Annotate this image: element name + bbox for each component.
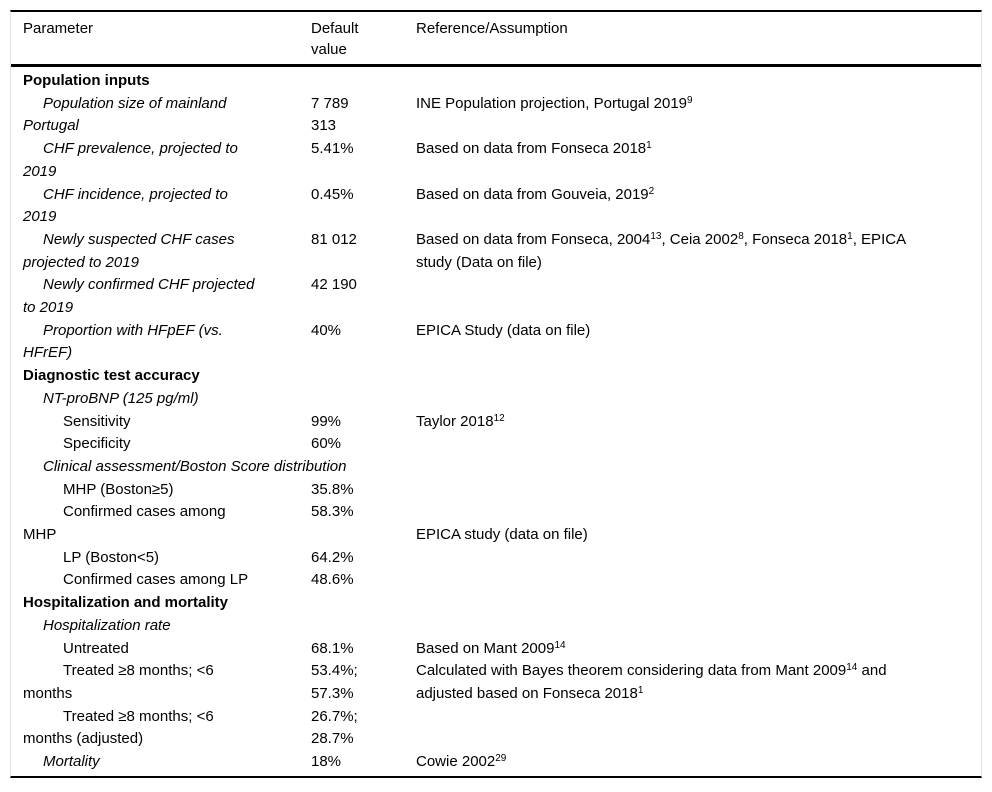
ref-cell (416, 433, 971, 456)
table-row: Population inputs (11, 70, 981, 93)
table-row: Confirmed cases among MHP 58.3% EPICA stud… (11, 501, 981, 546)
param-cell: Treated ≥8 months; <6 months (23, 662, 214, 702)
param-cell: Newly confirmed CHF projected to 2019 (23, 276, 255, 317)
ref-cell: Based on Mant 200914 (416, 639, 566, 657)
parameters-table: Parameter Default value Reference/Assump… (10, 10, 982, 778)
param-cell: MHP (Boston≥5) (63, 480, 174, 498)
ref-cell (416, 479, 971, 502)
ref-cell: Based on data from Fonseca 20181 (416, 140, 652, 158)
value-cell: 18% (311, 753, 342, 771)
value-cell: 42 190 (311, 276, 357, 294)
param-cell: Population inputs (23, 72, 150, 89)
value-cell: 26.7%; 28.7% (311, 707, 358, 748)
ref-cell: EPICA study (data on file) (416, 526, 588, 544)
ref-cell (416, 274, 971, 297)
column-header-default-value: Default value (311, 20, 359, 58)
ref-cell (416, 706, 971, 729)
param-cell: LP (Boston<5) (63, 548, 160, 566)
table-row: Sensitivity 99% Taylor 201812 (11, 411, 981, 434)
table-row: Proportion with HFpEF (vs. HFrEF) 40% EPIC… (11, 320, 981, 365)
value-cell: 60% (311, 435, 342, 453)
header-row: Parameter Default value Reference/Assump… (11, 12, 981, 64)
ref-cell: INE Population projection, Portugal 2019… (416, 94, 693, 112)
ref-cell: Cowie 200229 (416, 753, 507, 771)
param-cell: Mortality (43, 753, 100, 771)
table-row: Population size of mainland Portugal 7 78… (11, 93, 981, 138)
table-row: Diagnostic test accuracy (11, 365, 981, 388)
param-cell: Untreated (63, 639, 129, 657)
column-header-reference-assumption: Reference/Assumption (416, 20, 568, 37)
ref-cell: Calculated with Bayes theorem considerin… (416, 662, 887, 702)
ref-cell: Based on data from Gouveia, 20192 (416, 185, 655, 203)
param-cell: Treated ≥8 months; <6 months (adjusted) (23, 707, 214, 748)
value-cell: 53.4%; 57.3% (311, 662, 358, 702)
column-header-parameter: Parameter (23, 20, 94, 37)
param-cell: Proportion with HFpEF (vs. HFrEF) (23, 321, 223, 362)
param-cell: CHF prevalence, projected to 2019 (23, 140, 238, 180)
param-cell: NT-proBNP (125 pg/ml) (43, 389, 199, 407)
value-cell: 0.45% (311, 185, 354, 203)
ref-cell: Based on data from Fonseca, 200413, Ceia… (416, 230, 907, 271)
param-cell: Sensitivity (63, 412, 131, 430)
param-cell: Clinical assessment/Boston Score distrib… (43, 457, 347, 475)
table-row: CHF prevalence, projected to 2019 5.41% Ba… (11, 138, 981, 183)
param-cell: CHF incidence, projected to 2019 (23, 185, 228, 226)
table-row: CHF incidence, projected to 2019 0.45% Bas… (11, 184, 981, 229)
value-cell: 64.2% (311, 548, 354, 566)
table-row: Hospitalization and mortality (11, 592, 981, 615)
document-page: Parameter Default value Reference/Assump… (0, 10, 992, 792)
value-cell: 35.8% (311, 480, 354, 498)
table-row: Newly suspected CHF cases projected to 2… (11, 229, 981, 274)
table-row: Mortality 18% Cowie 200229 (11, 751, 981, 774)
value-cell: 99% (311, 412, 342, 430)
param-cell: Population size of mainland Portugal (23, 94, 227, 135)
table-row: Untreated 68.1% Based on Mant 200914 (11, 638, 981, 661)
table-row: Clinical assessment/Boston Score distrib… (11, 456, 981, 479)
param-cell: Specificity (63, 435, 131, 453)
param-cell: Confirmed cases among MHP (23, 503, 226, 544)
value-cell: 40% (311, 321, 342, 339)
param-cell: Diagnostic test accuracy (23, 367, 200, 385)
ref-cell: EPICA Study (data on file) (416, 321, 591, 339)
table-header: Parameter Default value Reference/Assump… (11, 12, 981, 67)
ref-cell (416, 569, 971, 592)
ref-cell (416, 547, 971, 570)
value-cell: 81 012 (311, 230, 357, 248)
table-row: Specificity 60% (11, 433, 981, 456)
table-row: Newly confirmed CHF projected to 2019 42 … (11, 274, 981, 319)
value-cell: 7 789 313 (311, 94, 349, 135)
value-cell: 5.41% (311, 140, 354, 158)
table-row: NT-proBNP (125 pg/ml) (11, 388, 981, 411)
table-row: Treated ≥8 months; <6 months (adjusted) 2… (11, 706, 981, 751)
table-row: MHP (Boston≥5) 35.8% (11, 479, 981, 502)
param-cell: Confirmed cases among LP (63, 571, 249, 589)
param-cell: Hospitalization rate (43, 616, 171, 634)
value-cell: 68.1% (311, 639, 354, 657)
value-cell: 58.3% (311, 503, 354, 521)
table-body: Population inputs Population size of main… (11, 67, 981, 776)
table-row: Hospitalization rate (11, 615, 981, 638)
ref-cell: Taylor 201812 (416, 412, 505, 430)
table-row: Confirmed cases among LP 48.6% (11, 569, 981, 592)
param-cell: Newly suspected CHF cases projected to 2… (23, 230, 235, 271)
param-cell: Hospitalization and mortality (23, 594, 229, 612)
table-row: LP (Boston<5) 64.2% (11, 547, 981, 570)
value-cell: 48.6% (311, 571, 354, 589)
table-row: Treated ≥8 months; <6 months 53.4%; 57.3%… (11, 660, 981, 705)
